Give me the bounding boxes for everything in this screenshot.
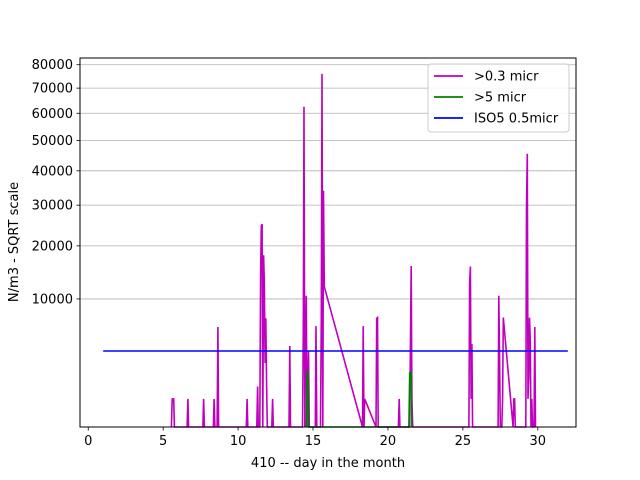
- legend-label: >5 micr: [474, 91, 527, 106]
- y-tick-label: 20000: [32, 239, 73, 254]
- y-axis-ticks: 10000 20000 30000 40000 50000 60000 70000 80000: [32, 58, 80, 307]
- x-tick-label: 10: [230, 434, 247, 449]
- x-tick-label: 15: [305, 434, 322, 449]
- legend: >0.3 micr >5 micr ISO5 0.5micr: [427, 63, 570, 133]
- y-tick-label: 50000: [32, 134, 73, 149]
- y-axis-label: N/m3 - SQRT scale: [7, 182, 22, 302]
- y-tick-label: 10000: [32, 292, 73, 307]
- y-tick-label: 70000: [32, 82, 73, 97]
- x-tick-label: 20: [380, 434, 397, 449]
- legend-label: >0.3 micr: [474, 70, 539, 85]
- grid-lines: [80, 64, 576, 300]
- x-tick-label: 5: [159, 434, 167, 449]
- legend-label: ISO5 0.5micr: [474, 112, 559, 127]
- x-axis-label: 410 -- day in the month: [251, 456, 405, 471]
- y-tick-label: 30000: [32, 199, 73, 214]
- x-axis-ticks: 0 5 10 15 20 25 30: [84, 427, 546, 449]
- y-tick-label: 40000: [32, 164, 73, 179]
- x-tick-label: 25: [455, 434, 472, 449]
- plot-area-frame: [79, 57, 577, 428]
- legend-box: [427, 63, 570, 133]
- x-tick-label: 30: [530, 434, 547, 449]
- y-tick-label: 60000: [32, 107, 73, 122]
- y-tick-label: 80000: [32, 58, 73, 73]
- x-tick-label: 0: [84, 434, 92, 449]
